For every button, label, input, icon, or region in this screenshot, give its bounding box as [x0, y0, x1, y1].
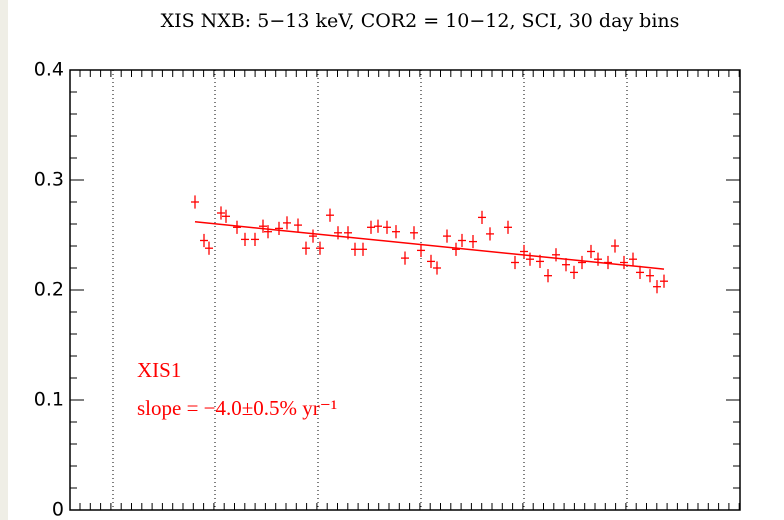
y-tick-label: 0.2 [34, 279, 64, 301]
annotation: slope = −4.0±0.5% yr⁻¹ [137, 396, 337, 420]
y-tick-label: 0 [52, 499, 64, 520]
annotation: XIS1 [137, 358, 181, 382]
y-tick-label: 0.3 [34, 169, 64, 191]
background [8, 0, 784, 520]
fit-line [194, 221, 665, 270]
y-tick-label: 0.4 [34, 59, 64, 81]
y-tick-label: 0.1 [34, 389, 64, 411]
chart-title: XIS NXB: 5−13 keV, COR2 = 10−12, SCI, 30… [161, 10, 680, 32]
